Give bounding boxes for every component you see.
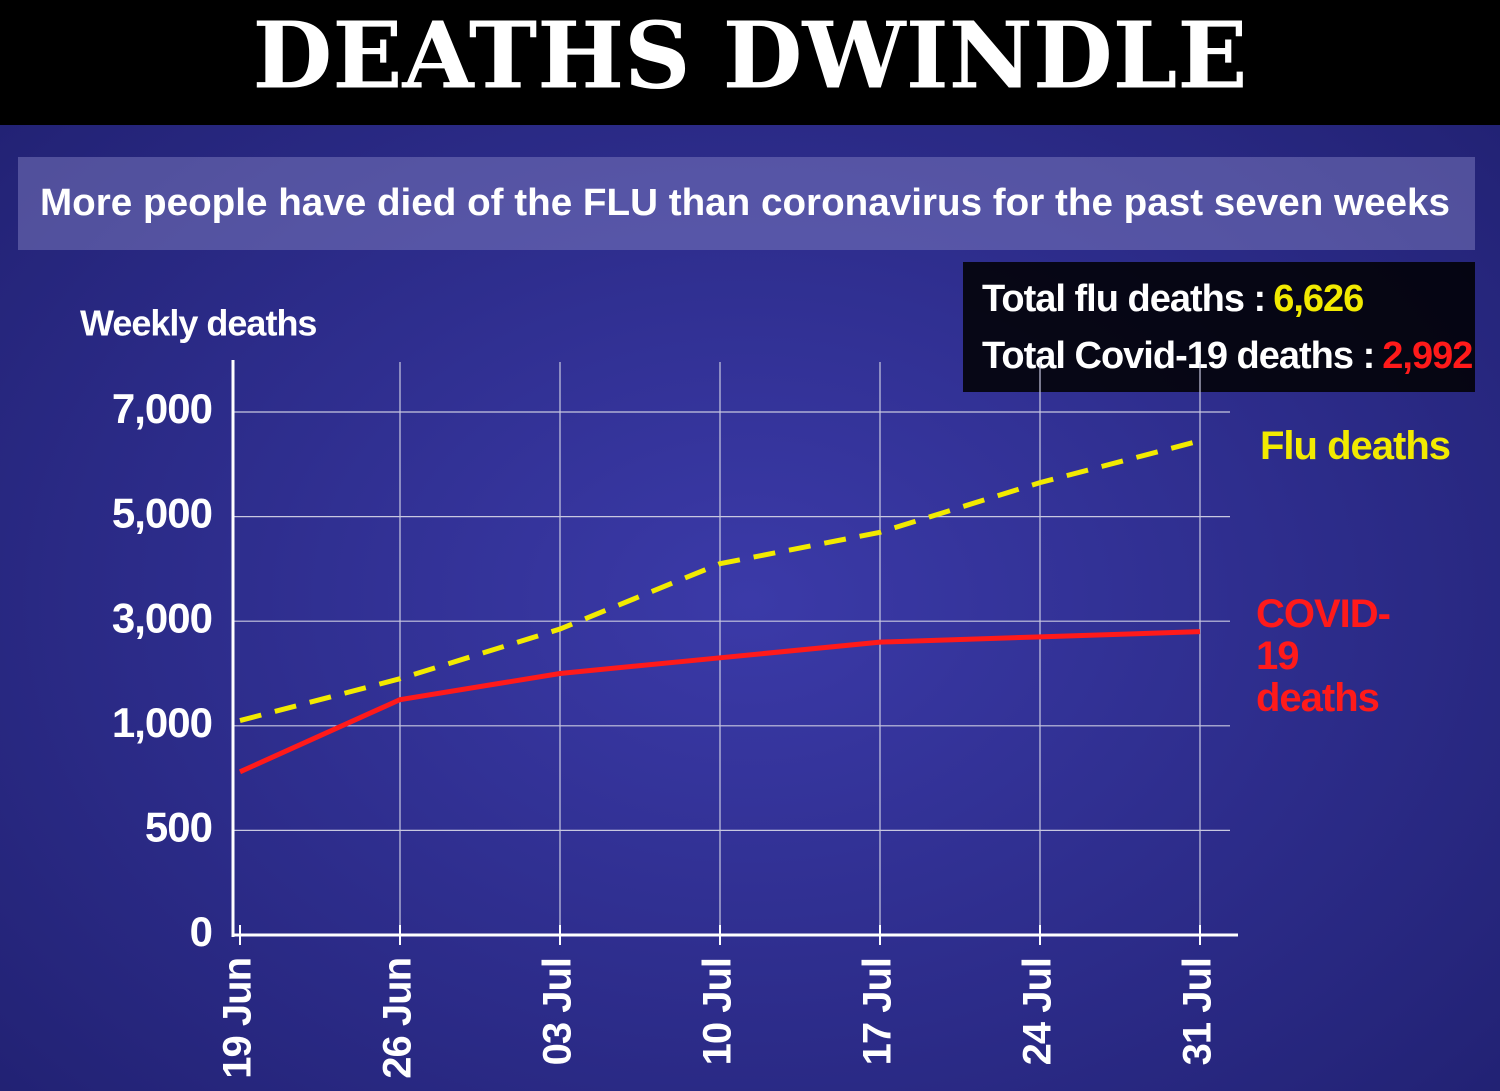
total-value: 6,626 xyxy=(1273,278,1363,320)
chart-title: DEATHS DWINDLE xyxy=(253,2,1248,110)
x-tick-label: 24 Jul xyxy=(1016,958,1060,1065)
total-text: Total Covid-19 deaths :2,992 xyxy=(982,335,1472,377)
y-tick-label: 5,000 xyxy=(112,490,212,537)
header-bar xyxy=(0,0,1500,125)
total-value: 2,992 xyxy=(1382,335,1472,377)
series-label: Flu deaths xyxy=(1260,424,1451,468)
x-tick-label: 26 Jun xyxy=(376,958,420,1079)
subtitle-box xyxy=(18,157,1475,250)
x-tick-label: 19 Jun xyxy=(216,958,260,1079)
chart-subtitle: More people have died of the FLU than co… xyxy=(40,182,1450,224)
series-line xyxy=(239,438,1201,723)
y-tick-label: 500 xyxy=(145,803,212,850)
x-tick-label: 03 Jul xyxy=(536,958,580,1065)
x-tick-label: 10 Jul xyxy=(696,958,740,1065)
series-line xyxy=(238,629,1201,775)
totals-box xyxy=(963,262,1475,392)
y-tick-label: 7,000 xyxy=(112,385,212,432)
total-label: Total flu deaths : xyxy=(982,278,1265,320)
y-tick-label: 3,000 xyxy=(112,594,212,641)
x-tick-label: 31 Jul xyxy=(1176,958,1220,1065)
series-label: COVID-19 deaths xyxy=(1256,592,1391,720)
total-label: Total Covid-19 deaths : xyxy=(982,335,1374,377)
y-tick-label: 0 xyxy=(190,908,212,955)
total-text: Total flu deaths :6,626 xyxy=(982,278,1363,320)
y-tick-label: 1,000 xyxy=(112,699,212,746)
x-tick-label: 17 Jul xyxy=(856,958,900,1065)
y-axis-label: Weekly deaths xyxy=(80,303,316,344)
